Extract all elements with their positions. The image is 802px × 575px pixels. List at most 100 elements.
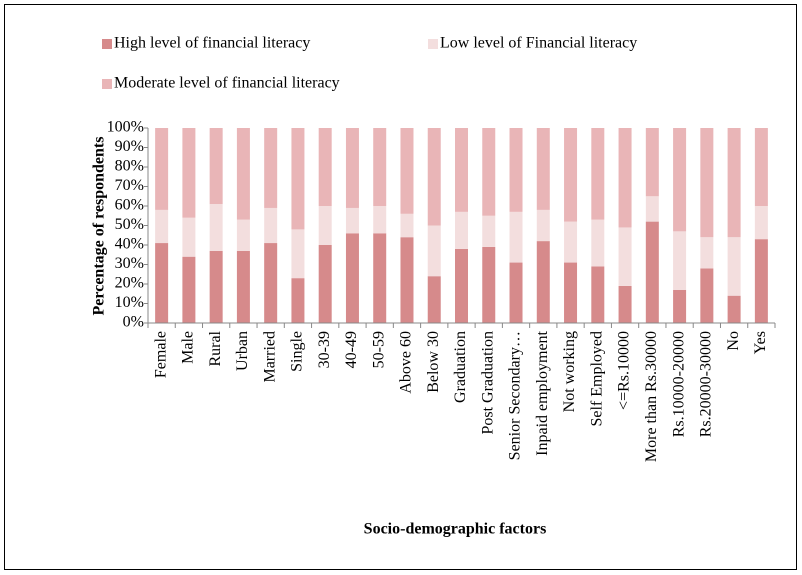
bar-segment xyxy=(427,225,441,277)
bar-segment xyxy=(645,196,659,222)
y-tick-label: 60% xyxy=(115,197,144,214)
bar-segment xyxy=(318,206,332,245)
bar-segment xyxy=(264,128,278,208)
x-tick-label: Rs.20000-30000 xyxy=(698,331,715,437)
y-tick-label: 50% xyxy=(115,216,144,233)
y-tick-label: 100% xyxy=(107,119,144,136)
bar-segment xyxy=(345,233,359,323)
x-tick-label: Married xyxy=(261,331,278,383)
bar-segment xyxy=(700,128,714,238)
x-tick-label: No xyxy=(725,331,742,351)
legend-label: High level of financial literacy xyxy=(114,35,310,52)
bar-segment xyxy=(373,128,387,206)
bar-segment xyxy=(700,268,714,323)
x-tick-label: 50-59 xyxy=(370,331,387,368)
bar-segment xyxy=(482,215,496,247)
bar-segment xyxy=(291,128,305,230)
legend-label: Moderate level of financial literacy xyxy=(114,75,340,92)
bar-segment xyxy=(727,128,741,238)
bar-segment xyxy=(400,128,414,214)
x-tick-label: Inpaid employment xyxy=(534,330,551,455)
y-tick-label: 90% xyxy=(115,138,144,155)
bar-segment xyxy=(427,128,441,226)
bar-segment xyxy=(400,213,414,238)
bar-segment xyxy=(482,128,496,216)
bar-segment xyxy=(373,206,387,234)
bar-segment xyxy=(591,219,605,267)
x-tick-label: Not working xyxy=(561,331,578,412)
bar-segment xyxy=(645,221,659,323)
y-tick-label: 0% xyxy=(123,314,144,331)
legend-label: Low level of Financial literacy xyxy=(440,35,637,52)
bar-segment xyxy=(754,206,768,240)
bar-segment xyxy=(455,211,468,249)
x-tick-label: 40-49 xyxy=(343,331,360,368)
legend-swatch xyxy=(102,79,112,89)
bar-segment xyxy=(236,128,250,220)
x-tick-label: Senior Secondary… xyxy=(507,331,524,460)
y-tick-label: 20% xyxy=(115,275,144,292)
x-axis-title: Socio-demographic factors xyxy=(364,521,547,538)
legend-swatch xyxy=(428,39,438,49)
bar-segment xyxy=(564,262,578,323)
bar-segment xyxy=(427,276,441,323)
bar-segment xyxy=(373,233,387,323)
x-tick-label: Urban xyxy=(234,331,251,371)
bar-segment xyxy=(291,229,305,279)
x-tick-label: Above 60 xyxy=(398,331,415,394)
bar-segment xyxy=(509,262,523,323)
bar-segment xyxy=(455,248,468,323)
bar-segment xyxy=(536,241,550,323)
x-tick-label: 30-39 xyxy=(316,331,333,368)
bar-segment xyxy=(509,128,523,212)
x-tick-label: Post Graduation xyxy=(479,331,496,435)
bar-segment xyxy=(291,278,305,323)
x-tick-label: Single xyxy=(289,331,306,372)
bar-segment xyxy=(618,128,632,228)
bar-segment xyxy=(618,227,632,286)
x-tick-label: Rural xyxy=(207,330,224,366)
x-tick-label: More than Rs.30000 xyxy=(643,331,660,462)
bar-segment xyxy=(673,289,687,323)
bar-segment xyxy=(345,128,359,208)
bar-segment xyxy=(700,237,714,269)
bar-segment xyxy=(564,128,578,222)
y-tick-label: 70% xyxy=(115,177,144,194)
bar-segment xyxy=(455,128,468,212)
bar-segment xyxy=(155,128,169,210)
bar-segment xyxy=(209,250,223,323)
x-tick-label: Female xyxy=(152,331,169,378)
y-tick-label: 30% xyxy=(115,255,144,272)
x-tick-label: Rs.10000-20000 xyxy=(670,331,687,437)
bar-segment xyxy=(236,250,250,323)
bar-segment xyxy=(155,209,169,244)
bar-segment xyxy=(264,243,278,323)
bar-segment xyxy=(727,295,741,323)
bar-segment xyxy=(673,231,687,290)
bar-segment xyxy=(673,128,687,232)
bar-segment xyxy=(727,237,741,296)
y-axis-title: Percentage of respondents xyxy=(91,137,108,316)
bar-segment xyxy=(618,285,632,323)
y-tick-label: 40% xyxy=(115,236,144,253)
bar-segment xyxy=(536,209,550,242)
bar-segment xyxy=(318,245,332,323)
bar-segment xyxy=(645,128,659,197)
y-tick-label: 80% xyxy=(115,158,144,175)
bar-segment xyxy=(155,243,169,323)
x-tick-label: Male xyxy=(180,331,197,364)
bar-segment xyxy=(754,239,768,323)
x-tick-label: Yes xyxy=(752,331,769,354)
x-tick-label: Graduation xyxy=(452,331,469,403)
x-tick-label: Below 30 xyxy=(425,331,442,393)
bar-segment xyxy=(264,207,278,244)
x-tick-label: <=Rs.10000 xyxy=(616,331,633,410)
bar-segment xyxy=(236,219,250,251)
bar-segment xyxy=(591,128,605,220)
bar-segment xyxy=(400,237,414,323)
bar-segment xyxy=(209,128,223,205)
bar-segment xyxy=(754,128,768,206)
legend-swatch xyxy=(102,39,112,49)
bar-segment xyxy=(564,221,578,263)
